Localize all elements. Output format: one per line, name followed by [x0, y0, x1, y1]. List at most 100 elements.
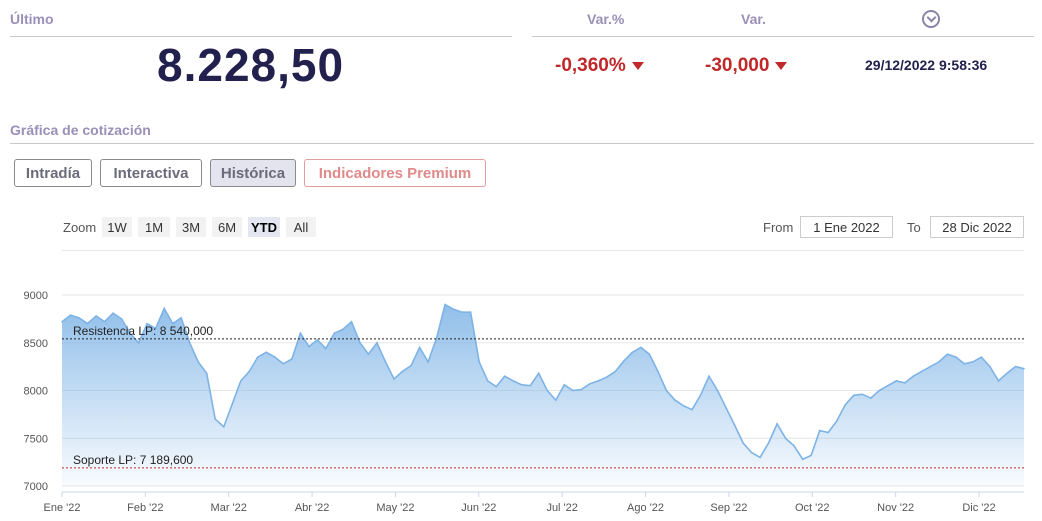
price-point: [682, 404, 685, 407]
x-tick-label: Mar '22: [211, 502, 247, 514]
price-point: [197, 361, 200, 363]
zoom-3m-button[interactable]: 3M: [176, 217, 206, 237]
price-point: [733, 424, 736, 426]
price-point: [265, 351, 268, 354]
price-point: [980, 356, 983, 358]
price-point: [997, 380, 1000, 382]
price-point: [291, 358, 293, 360]
tab-intradia[interactable]: Intradía: [14, 159, 92, 187]
quote-timestamp: 29/12/2022 9:58:36: [865, 57, 988, 73]
support-label: Soporte LP: 7 189,600: [73, 453, 193, 467]
price-point: [231, 403, 234, 405]
price-point: [512, 380, 515, 382]
section-divider: [10, 143, 1034, 144]
tab-indicadores-premium[interactable]: Indicadores Premium: [304, 159, 486, 187]
price-point: [963, 362, 966, 365]
chart-reference-lines: Resistencia LP: 8 540,000 Soporte LP: 7 1…: [62, 324, 1024, 469]
y-tick-label: 8000: [24, 386, 48, 398]
price-point: [239, 380, 242, 382]
price-area-fill: [62, 304, 1024, 486]
price-point: [921, 370, 923, 373]
zoom-1m-button[interactable]: 1M: [138, 217, 170, 237]
tab-interactiva[interactable]: Interactiva: [100, 159, 202, 187]
zoom-1w-button[interactable]: 1W: [102, 217, 132, 237]
price-point: [699, 394, 702, 397]
to-label: To: [907, 220, 921, 235]
x-tick-label: Ene '22: [44, 502, 81, 514]
x-axis: Ene '22 Feb '22 Mar '22 Abr '22 May '22 Jun '…: [44, 491, 1024, 514]
price-point: [478, 361, 480, 363]
y-tick-label: 7000: [24, 481, 48, 493]
price-point: [759, 456, 761, 459]
price-point: [818, 429, 821, 432]
price-point: [580, 388, 583, 391]
from-label: From: [763, 220, 794, 235]
var-percent-label: Var.%: [587, 11, 625, 27]
price-point: [972, 361, 974, 363]
tab-historica[interactable]: Histórica: [210, 159, 296, 187]
x-tick-label: Jun '22: [461, 502, 496, 514]
from-date-input[interactable]: 1 Ene 2022: [800, 216, 893, 238]
to-date-input[interactable]: 28 Dic 2022: [930, 216, 1024, 238]
price-point: [606, 376, 608, 378]
price-point: [444, 303, 446, 306]
price-point: [146, 322, 148, 325]
price-point: [520, 383, 523, 386]
var-label: Var.: [741, 11, 766, 27]
price-point: [154, 327, 157, 330]
x-tick-label: Jul '22: [546, 502, 577, 514]
price-point: [912, 375, 915, 377]
price-point: [299, 332, 302, 335]
price-point: [325, 347, 327, 350]
chevron-circle-icon[interactable]: [922, 10, 940, 28]
y-axis: 7000 7500 8000 8500 9000: [24, 290, 48, 493]
price-point: [1006, 372, 1008, 375]
price-point: [742, 442, 744, 444]
price-point: [810, 454, 812, 457]
price-point: [750, 451, 753, 454]
price-point: [282, 362, 285, 365]
price-point: [171, 322, 174, 325]
price-point: [657, 370, 659, 373]
price-point: [120, 318, 123, 320]
var-percent-value: -0,360%: [555, 55, 644, 77]
x-tick-label: Sep '22: [710, 502, 747, 514]
x-tick-label: Dic '22: [962, 502, 995, 514]
price-point: [308, 345, 310, 348]
price-point: [384, 361, 387, 363]
price-point: [452, 308, 455, 311]
price-point: [418, 346, 421, 349]
price-point: [589, 383, 591, 385]
price-point: [801, 458, 804, 461]
price-point: [367, 353, 370, 356]
price-point: [852, 394, 855, 397]
price-point: [571, 389, 574, 392]
price-point: [767, 442, 770, 444]
down-arrow-icon: [631, 62, 644, 70]
zoom-ytd-button[interactable]: YTD: [248, 217, 280, 237]
price-point: [214, 418, 217, 420]
zoom-6m-button[interactable]: 6M: [212, 217, 242, 237]
last-price-value: 8.228,50: [157, 39, 345, 91]
price-point: [1023, 367, 1025, 370]
price-point: [597, 380, 600, 382]
x-tick-label: May '22: [376, 502, 414, 514]
price-point: [784, 437, 787, 440]
price-point: [78, 317, 80, 319]
price-point: [95, 315, 97, 317]
price-point: [129, 332, 131, 335]
x-tick-label: Abr '22: [295, 502, 330, 514]
zoom-all-button[interactable]: All: [286, 217, 316, 237]
y-tick-label: 9000: [24, 290, 48, 302]
price-point: [163, 307, 165, 310]
x-tick-label: Oct '22: [795, 502, 830, 514]
price-point: [393, 378, 395, 380]
price-point: [725, 406, 727, 409]
price-point: [435, 337, 438, 339]
price-series-line: [61, 303, 1025, 461]
price-point: [716, 389, 719, 392]
chart-top-divider: [62, 250, 1024, 251]
price-point: [486, 380, 489, 382]
price-point: [674, 399, 676, 401]
